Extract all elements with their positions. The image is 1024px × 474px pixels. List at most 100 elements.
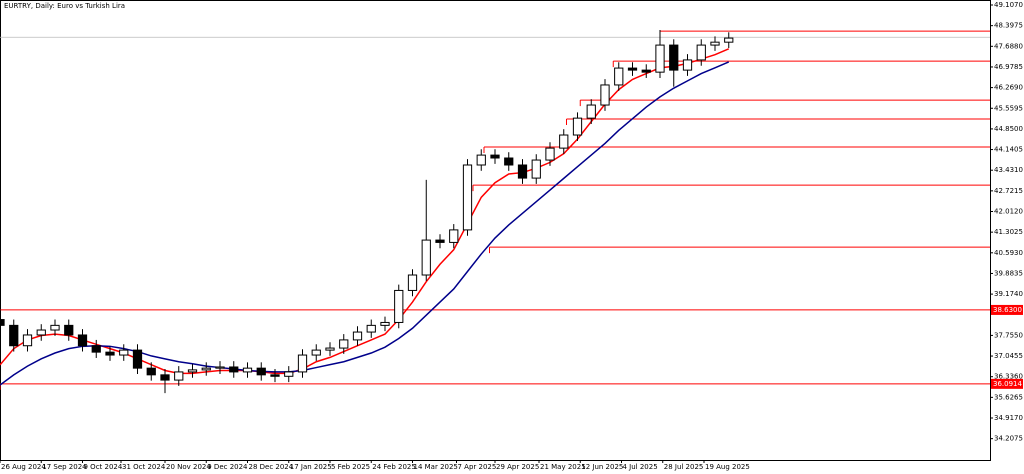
x-tick-label: 24 Feb 2025: [372, 463, 416, 471]
candle-body: [311, 349, 321, 356]
candle-body: [627, 67, 638, 71]
y-tick-label: 36.3360: [994, 373, 1023, 381]
candle-body: [0, 319, 5, 326]
x-tick-label: 5 Feb 2025: [331, 463, 370, 471]
candle-body: [724, 37, 734, 43]
candle-body: [531, 159, 541, 179]
y-tick-label: 41.3025: [994, 228, 1023, 236]
y-tick-label: 48.3975: [994, 22, 1023, 30]
candle-body: [366, 324, 376, 333]
x-tick-label: 7 Apr 2025: [458, 463, 497, 471]
candle-body: [339, 339, 349, 349]
candle-body: [119, 349, 129, 356]
candle-body: [174, 371, 184, 381]
candle-body: [256, 367, 266, 376]
candle-body: [132, 349, 143, 369]
y-tick-label: 46.2690: [994, 84, 1023, 92]
x-tick-label: 12 Jun 2025: [581, 463, 623, 471]
y-tick-label: 40.5930: [994, 249, 1023, 257]
x-tick-label: 9 Oct 2024: [84, 463, 123, 471]
candle-body: [682, 59, 693, 71]
candle-body: [462, 164, 473, 231]
x-tick-label: 28 Dec 2024: [249, 463, 294, 471]
chart-title: EURTRY, Daily: Euro vs Turkish Lira: [4, 2, 125, 10]
candle-body: [586, 104, 596, 119]
level-label-bg: [991, 304, 1023, 315]
x-tick-label: 28 Jul 2025: [664, 463, 704, 471]
plot-frame: [0, 0, 991, 461]
y-tick-label: 37.7550: [994, 331, 1023, 339]
candle-body: [201, 367, 211, 371]
candle-body: [64, 324, 74, 336]
y-tick-label: 34.2075: [994, 435, 1023, 443]
candle-body: [22, 334, 33, 347]
y-tick-label: 42.7215: [994, 187, 1023, 195]
y-tick-label: 43.4310: [994, 166, 1023, 174]
y-tick-label: 44.1405: [994, 146, 1023, 154]
x-tick-label: 26 Aug 2024: [1, 463, 46, 471]
level-label-bg: [991, 378, 1023, 389]
candle-body: [545, 147, 555, 161]
candle-body: [572, 117, 583, 136]
candle-body: [655, 44, 665, 73]
candle-body: [476, 154, 486, 166]
candle-body: [394, 289, 404, 323]
candle-body: [91, 345, 101, 353]
candle-body: [36, 329, 46, 336]
x-tick-label: 29 Apr 2025: [496, 463, 539, 471]
y-tick-label: 39.8835: [994, 269, 1023, 277]
candle-body: [504, 157, 514, 166]
candle-body: [215, 366, 225, 369]
x-tick-label: 31 Oct 2024: [122, 463, 166, 471]
x-tick-label: 17 Jan 2025: [290, 463, 332, 471]
x-tick-label: 21 May 2025: [540, 463, 586, 471]
candle-body: [325, 347, 335, 351]
candle-body: [669, 44, 679, 71]
candle-body: [9, 324, 19, 347]
y-tick-label: 34.9170: [994, 414, 1023, 422]
y-tick-label: 46.9785: [994, 63, 1023, 71]
level-label: 36.0914: [993, 380, 1022, 388]
y-tick-label: 37.0455: [994, 352, 1023, 360]
x-tick-label: 14 Mar 2025: [414, 463, 458, 471]
candle-body: [105, 351, 115, 356]
candle-body: [160, 374, 170, 381]
candle-body: [229, 366, 239, 373]
candle-body: [270, 374, 280, 377]
candle-body: [407, 274, 418, 291]
y-tick-label: 42.0120: [994, 208, 1023, 216]
candle-body: [297, 354, 308, 373]
candle-body: [641, 69, 651, 73]
candle-body: [352, 331, 363, 341]
level-label: 38.6300: [993, 306, 1022, 314]
y-tick-label: 39.1740: [994, 290, 1023, 298]
x-tick-label: 17 Sep 2024: [42, 463, 87, 471]
y-tick-label: 44.8500: [994, 125, 1023, 133]
candle-body: [146, 367, 156, 376]
candle-body: [50, 324, 60, 331]
y-tick-label: 45.5595: [994, 104, 1023, 112]
y-tick-label: 35.6265: [994, 393, 1023, 401]
candle-body: [284, 371, 294, 377]
x-tick-label: 20 Nov 2024: [166, 463, 211, 471]
x-tick-label: 9 Dec 2024: [207, 463, 248, 471]
x-tick-label: 4 Jul 2025: [623, 463, 658, 471]
y-tick-label: 47.6880: [994, 42, 1023, 50]
candle-body: [242, 367, 253, 373]
candle-body: [187, 369, 198, 373]
candle-body: [435, 239, 445, 243]
candle-body: [517, 164, 528, 179]
candle-body: [380, 321, 390, 326]
candle-body: [696, 44, 706, 61]
moving-average: [0, 61, 730, 386]
candle-body: [559, 134, 569, 149]
y-tick-label: 49.1070: [994, 1, 1023, 9]
candle-body: [449, 229, 459, 243]
candle-body: [710, 41, 720, 46]
candle-body: [421, 239, 431, 276]
candle-body: [614, 67, 624, 86]
candle-body: [600, 84, 610, 106]
x-tick-label: 19 Aug 2025: [705, 463, 750, 471]
candle-body: [490, 154, 500, 159]
